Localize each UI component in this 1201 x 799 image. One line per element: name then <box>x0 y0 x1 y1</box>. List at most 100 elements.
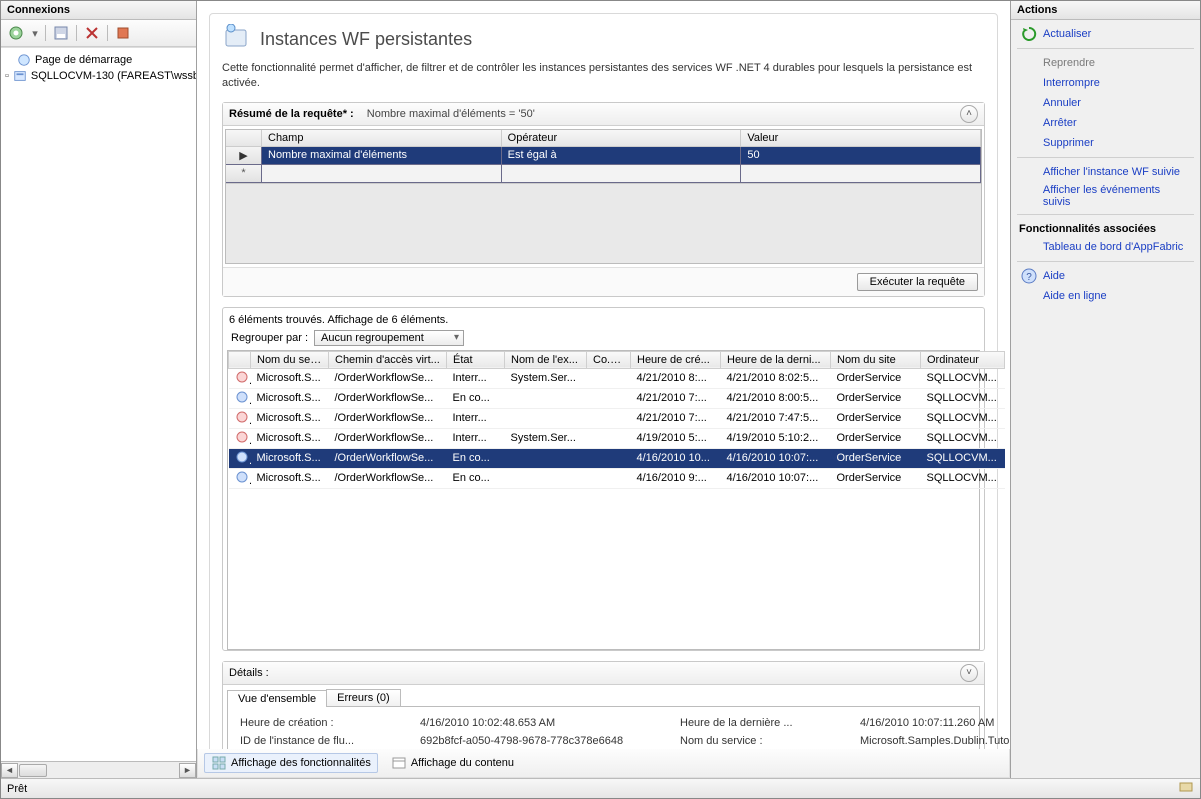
action-label: Tableau de bord d'AppFabric <box>1043 241 1183 253</box>
table-cell: 4/21/2010 7:47:5... <box>721 408 831 428</box>
action-label: Reprendre <box>1043 57 1095 69</box>
action-view-events[interactable]: Afficher les événements suivis <box>1017 182 1194 210</box>
action-label: Annuler <box>1043 97 1081 109</box>
app-window: Connexions ▾ <box>0 0 1201 799</box>
table-cell <box>505 468 587 488</box>
row-marker-new-icon: * <box>226 165 262 183</box>
tab-overview[interactable]: Vue d'ensemble <box>227 690 327 707</box>
action-cancel[interactable]: Annuler <box>1017 93 1194 113</box>
action-delete[interactable]: Supprimer <box>1017 133 1194 153</box>
groupby-label: Regrouper par : <box>231 332 308 344</box>
table-cell: 4/21/2010 8:02:5... <box>721 368 831 388</box>
table-cell: SQLLOCVM... <box>921 408 1005 428</box>
results-col-header[interactable]: État <box>447 351 505 368</box>
table-cell: Microsoft.S... <box>251 408 329 428</box>
table-row[interactable]: Microsoft.S.../OrderWorkflowSe...Interr.… <box>229 408 1005 428</box>
delete-icon[interactable] <box>81 23 103 43</box>
results-col-header[interactable]: Nom de l'ex... <box>505 351 587 368</box>
dropdown-arrow-icon[interactable]: ▾ <box>29 23 41 43</box>
table-cell: 4/19/2010 5:... <box>631 428 721 448</box>
actions-body: Actualiser Reprendre Interrompre Annuler… <box>1011 20 1200 310</box>
detail-label-instance: ID de l'instance de flu... <box>240 735 410 747</box>
content-icon <box>391 755 407 771</box>
detail-value-created: 4/16/2010 10:02:48.653 AM <box>420 717 670 729</box>
connect-icon[interactable] <box>5 23 27 43</box>
table-row[interactable]: Microsoft.S.../OrderWorkflowSe...En co..… <box>229 388 1005 408</box>
results-col-header[interactable]: Co... ▲ <box>587 351 631 368</box>
table-cell <box>587 428 631 448</box>
query-row[interactable]: ▶ Nombre maximal d'éléments Est égal à 5… <box>226 147 981 165</box>
results-filler <box>228 489 979 649</box>
table-cell: /OrderWorkflowSe... <box>329 428 447 448</box>
left-scrollbar[interactable]: ◄ ► <box>1 761 196 778</box>
action-stop[interactable]: Arrêter <box>1017 113 1194 133</box>
query-row-blank[interactable]: * <box>226 165 981 183</box>
table-cell: SQLLOCVM... <box>921 448 1005 468</box>
query-cell-value: 50 <box>741 147 981 165</box>
table-row[interactable]: Microsoft.S.../OrderWorkflowSe...Interr.… <box>229 428 1005 448</box>
results-table-wrap: Nom du ser...Chemin d'accès virt...ÉtatN… <box>227 350 980 650</box>
action-view-instance[interactable]: Afficher l'instance WF suivie <box>1017 162 1194 182</box>
table-cell: /OrderWorkflowSe... <box>329 368 447 388</box>
table-cell: Microsoft.S... <box>251 388 329 408</box>
action-help-online[interactable]: Aide en ligne <box>1017 286 1194 306</box>
actions-separator <box>1017 214 1194 215</box>
results-col-header[interactable]: Heure de la derni... <box>721 351 831 368</box>
results-col-header[interactable]: Heure de cré... <box>631 351 721 368</box>
execute-query-button[interactable]: Exécuter la requête <box>857 273 978 291</box>
results-col-header[interactable]: Nom du ser... <box>251 351 329 368</box>
tab-errors[interactable]: Erreurs (0) <box>326 689 401 706</box>
tree-item-startpage[interactable]: Page de démarrage <box>3 52 194 68</box>
table-cell <box>505 408 587 428</box>
view-content-button[interactable]: Affichage du contenu <box>384 753 521 773</box>
action-label: Afficher les événements suivis <box>1043 184 1190 208</box>
results-col-header[interactable]: Chemin d'accès virt... <box>329 351 447 368</box>
detail-value-instance: 692b8fcf-a050-4798-9678-778c378e6648 <box>420 735 670 747</box>
action-refresh[interactable]: Actualiser <box>1017 24 1194 44</box>
table-cell: En co... <box>447 388 505 408</box>
action-interrupt[interactable]: Interrompre <box>1017 73 1194 93</box>
action-dashboard[interactable]: Tableau de bord d'AppFabric <box>1017 237 1194 257</box>
save-icon[interactable] <box>50 23 72 43</box>
results-header-row: Nom du ser...Chemin d'accès virt...ÉtatN… <box>229 351 1005 368</box>
groupby-dropdown[interactable]: Aucun regroupement <box>314 330 464 346</box>
table-row[interactable]: Microsoft.S.../OrderWorkflowSe...En co..… <box>229 448 1005 468</box>
results-col-header[interactable]: Nom du site <box>831 351 921 368</box>
status-bar: Prêt <box>1 778 1200 798</box>
tree-item-server[interactable]: ▫ SQLLOCVM-130 (FAREAST\wssb <box>3 68 194 84</box>
action-label: Actualiser <box>1043 28 1091 40</box>
actions-header: Actions <box>1011 1 1200 20</box>
toolbar-separator <box>45 25 46 41</box>
table-row[interactable]: Microsoft.S.../OrderWorkflowSe...En co..… <box>229 468 1005 488</box>
query-grid: Champ Opérateur Valeur ▶ Nombre maximal … <box>225 129 982 264</box>
table-cell: OrderService <box>831 428 921 448</box>
table-cell: /OrderWorkflowSe... <box>329 468 447 488</box>
collapse-icon[interactable]: ˄ <box>960 105 978 123</box>
view-features-button[interactable]: Affichage des fonctionnalités <box>204 753 378 773</box>
action-help[interactable]: ? Aide <box>1017 266 1194 286</box>
row-status-icon <box>229 388 251 408</box>
view-features-label: Affichage des fonctionnalités <box>231 757 371 769</box>
table-cell: OrderService <box>831 368 921 388</box>
scroll-right-icon[interactable]: ► <box>179 763 196 778</box>
stop-icon[interactable] <box>112 23 134 43</box>
action-resume[interactable]: Reprendre <box>1017 53 1194 73</box>
expand-icon[interactable]: ▫ <box>5 70 9 82</box>
table-cell: OrderService <box>831 388 921 408</box>
table-cell: 4/16/2010 9:... <box>631 468 721 488</box>
results-col-header[interactable] <box>229 351 251 368</box>
collapse-icon[interactable]: ˅ <box>960 664 978 682</box>
actions-separator <box>1017 48 1194 49</box>
page-title-row: Instances WF persistantes <box>222 24 985 55</box>
results-col-header[interactable]: Ordinateur <box>921 351 1005 368</box>
actions-separator <box>1017 157 1194 158</box>
scroll-left-icon[interactable]: ◄ <box>1 763 18 778</box>
table-cell: 4/21/2010 7:... <box>631 388 721 408</box>
scroll-thumb[interactable] <box>19 764 47 777</box>
server-icon <box>13 69 27 83</box>
table-row[interactable]: Microsoft.S.../OrderWorkflowSe...Interr.… <box>229 368 1005 388</box>
table-cell: En co... <box>447 468 505 488</box>
table-cell: En co... <box>447 448 505 468</box>
table-cell: Microsoft.S... <box>251 468 329 488</box>
status-config-icon[interactable] <box>1178 779 1194 798</box>
